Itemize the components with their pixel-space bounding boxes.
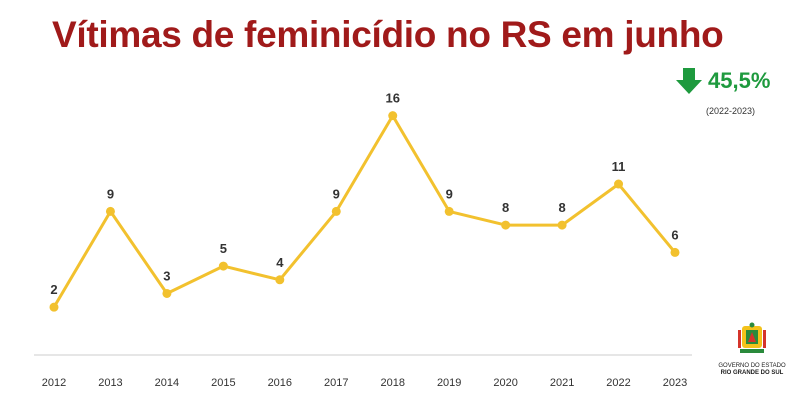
change-period: (2022-2023) — [706, 106, 756, 116]
data-point — [218, 261, 228, 271]
x-tick-label: 2020 — [493, 377, 517, 389]
logo-line-1: GOVERNO DO ESTADO — [718, 363, 786, 369]
data-point — [670, 247, 680, 257]
arrow-down-icon — [676, 68, 702, 94]
data-label: 9 — [107, 186, 114, 201]
data-label: 8 — [558, 200, 565, 215]
data-label: 16 — [385, 91, 399, 106]
x-tick-label: 2015 — [211, 377, 235, 389]
state-coat-of-arms-icon — [738, 322, 766, 353]
data-label: 9 — [446, 186, 453, 201]
change-indicator: 45,5% — [676, 68, 770, 94]
x-tick-label: 2022 — [606, 377, 630, 389]
government-logo: GOVERNO DO ESTADO RIO GRANDE DO SUL — [716, 322, 788, 377]
data-label: 11 — [612, 159, 626, 174]
x-tick-label: 2016 — [268, 377, 292, 389]
data-point — [501, 220, 511, 230]
data-label: 2 — [50, 282, 57, 297]
data-point — [49, 302, 59, 312]
series-line — [52, 114, 677, 308]
x-tick-label: 2012 — [42, 377, 66, 389]
chart-title: Vítimas de feminicídio no RS em junho — [52, 14, 724, 55]
data-point — [388, 111, 398, 121]
data-point — [105, 206, 115, 216]
x-tick-label: 2013 — [98, 377, 122, 389]
x-tick-label: 2014 — [155, 377, 179, 389]
logo-line-2: RIO GRANDE DO SUL — [720, 370, 784, 376]
x-tick-label: 2023 — [663, 377, 687, 389]
x-tick-label: 2021 — [550, 377, 574, 389]
x-tick-label: 2017 — [324, 377, 348, 389]
data-label: 4 — [276, 255, 284, 270]
data-label: 9 — [333, 186, 340, 201]
x-tick-label: 2018 — [380, 377, 404, 389]
data-point — [331, 206, 341, 216]
data-label: 3 — [163, 268, 170, 283]
data-point — [275, 275, 285, 285]
data-label: 6 — [671, 227, 678, 242]
data-point — [557, 220, 567, 230]
change-value: 45,5% — [708, 68, 771, 93]
data-point — [162, 288, 172, 298]
data-point — [444, 206, 454, 216]
x-tick-label: 2019 — [437, 377, 461, 389]
data-label: 5 — [220, 241, 227, 256]
data-point — [614, 179, 624, 189]
data-label: 8 — [502, 200, 509, 215]
